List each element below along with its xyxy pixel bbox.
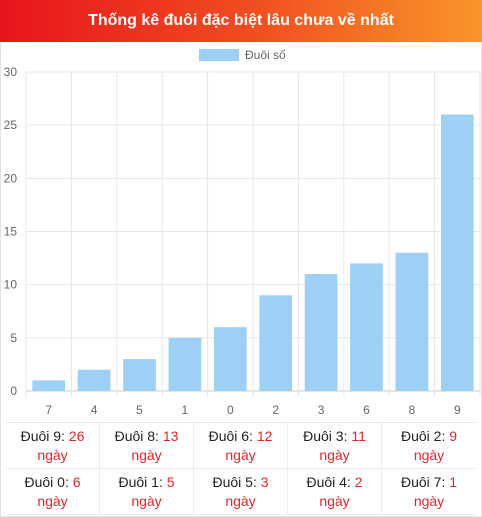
summary-count: 26: [68, 427, 85, 444]
chart-title: Thống kê đuôi đặc biệt lâu chưa về nhất: [88, 12, 394, 29]
summary-cell: Đuôi 1: 5 ngày: [100, 469, 194, 515]
summary-count: 3: [260, 473, 269, 490]
summary-label: Đuôi 4:: [306, 473, 351, 490]
x-tick-label: 0: [227, 403, 234, 417]
summary-unit: ngày: [225, 446, 256, 463]
summary-unit: ngày: [319, 492, 350, 509]
summary-label: Đuôi 1:: [118, 473, 163, 490]
chart-header: Thống kê đuôi đặc biệt lâu chưa về nhất: [0, 0, 482, 42]
summary-unit: ngày: [413, 492, 445, 509]
bar: [168, 337, 202, 391]
summary-label: Đuôi 8:: [114, 427, 159, 444]
summary-count: 2: [354, 473, 363, 490]
x-tick-label: 3: [318, 403, 325, 417]
legend-label: Đuôi số: [245, 48, 286, 62]
y-tick-label: 10: [4, 278, 18, 292]
summary-label: Đuôi 0:: [24, 473, 69, 490]
summary-count: 1: [449, 473, 458, 490]
summary-count: 11: [351, 427, 366, 444]
summary-unit: ngày: [131, 446, 162, 463]
summary-count: 6: [72, 473, 81, 490]
legend-swatch: [199, 49, 239, 61]
bar: [213, 327, 247, 391]
x-tick-label: 6: [363, 403, 370, 417]
summary-count: 9: [449, 427, 458, 444]
bar: [395, 252, 429, 391]
x-tick-label: 7: [45, 403, 52, 417]
summary-count: 12: [256, 427, 273, 444]
x-tick-label: 2: [272, 403, 279, 417]
summary-unit: ngày: [413, 446, 445, 463]
x-tick-label: 9: [454, 403, 461, 417]
bar: [259, 295, 293, 391]
summary-label: Đuôi 7:: [400, 473, 446, 490]
y-tick-label: 5: [10, 331, 17, 345]
summary-unit: ngày: [37, 492, 68, 509]
summary-cell: Đuôi 9: 26 ngày: [6, 423, 100, 469]
summary-unit: ngày: [319, 446, 350, 463]
summary-label: Đuôi 5:: [212, 473, 257, 490]
summary-count: 13: [162, 427, 179, 444]
bar: [123, 359, 156, 391]
x-tick-label: 4: [91, 403, 98, 417]
bar: [32, 380, 66, 391]
summary-label: Đuôi 3:: [303, 427, 348, 444]
y-tick-label: 30: [4, 65, 18, 79]
summary-cell: Đuôi 3: 11 ngày: [288, 423, 382, 469]
x-tick-label: 5: [136, 403, 143, 417]
x-tick-label: 8: [409, 403, 416, 417]
summary-cell: Đuôi 7: 1 ngày: [382, 469, 476, 515]
x-tick-label: 1: [182, 403, 189, 417]
bar: [350, 263, 383, 391]
y-tick-label: 15: [4, 225, 18, 239]
bar: [440, 114, 474, 392]
y-tick-label: 25: [4, 118, 18, 132]
summary-grid: Đuôi 9: 26 ngày Đuôi 8: 13 ngày Đuôi 6: 12…: [6, 422, 476, 515]
summary-cell: Đuôi 0: 6 ngày: [6, 469, 100, 515]
summary-cell: Đuôi 4: 2 ngày: [288, 469, 382, 515]
summary-count: 5: [166, 473, 175, 490]
summary-cell: Đuôi 2: 9 ngày: [382, 423, 476, 469]
y-tick-label: 20: [4, 171, 18, 185]
summary-cell: Đuôi 8: 13 ngày: [100, 423, 194, 469]
bar: [304, 274, 338, 391]
summary-label: Đuôi 9:: [20, 427, 65, 444]
summary-label: Đuôi 6:: [208, 427, 253, 444]
bar: [77, 369, 111, 391]
summary-label: Đuôi 2:: [400, 427, 446, 444]
y-tick-label: 0: [10, 384, 17, 398]
summary-unit: ngày: [225, 492, 256, 509]
summary-cell: Đuôi 6: 12 ngày: [194, 423, 288, 469]
summary-unit: ngày: [131, 492, 162, 509]
summary-cell: Đuôi 5: 3 ngày: [194, 469, 288, 515]
summary-unit: ngày: [37, 446, 68, 463]
